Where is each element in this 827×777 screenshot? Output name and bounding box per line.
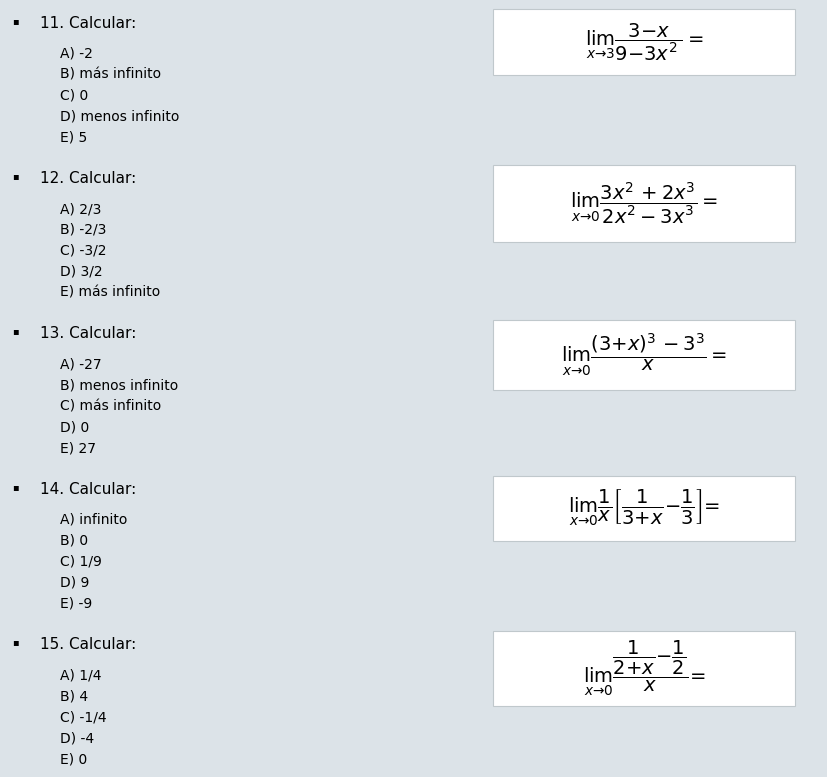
FancyBboxPatch shape xyxy=(492,165,794,242)
Text: A) 2/3: A) 2/3 xyxy=(60,202,101,216)
Text: ▪: ▪ xyxy=(12,482,19,492)
Text: ▪: ▪ xyxy=(12,637,19,647)
Text: C) -3/2: C) -3/2 xyxy=(60,244,106,258)
Text: E) 5: E) 5 xyxy=(60,131,87,145)
FancyBboxPatch shape xyxy=(492,631,794,706)
Text: C) 1/9: C) 1/9 xyxy=(60,555,102,569)
Text: $\lim_{x \to 0} \dfrac{1}{x} \left[\dfrac{1}{3+x} - \dfrac{1}{3}\right] =$: $\lim_{x \to 0} \dfrac{1}{x} \left[\dfra… xyxy=(567,488,719,528)
Text: E) -9: E) -9 xyxy=(60,597,92,611)
Text: 15. Calcular:: 15. Calcular: xyxy=(40,637,136,652)
Text: A) -2: A) -2 xyxy=(60,47,93,61)
Text: ▪: ▪ xyxy=(12,171,19,181)
FancyBboxPatch shape xyxy=(492,476,794,541)
Text: 13. Calcular:: 13. Calcular: xyxy=(40,326,136,341)
Text: B) más infinito: B) más infinito xyxy=(60,68,160,82)
Text: B) -2/3: B) -2/3 xyxy=(60,223,106,237)
Text: ▪: ▪ xyxy=(12,16,19,26)
Text: ▪: ▪ xyxy=(12,326,19,336)
Text: C) más infinito: C) más infinito xyxy=(60,399,160,413)
Text: B) menos infinito: B) menos infinito xyxy=(60,378,178,392)
FancyBboxPatch shape xyxy=(492,9,794,75)
FancyBboxPatch shape xyxy=(492,320,794,390)
Text: D) 9: D) 9 xyxy=(60,576,88,590)
Text: A) 1/4: A) 1/4 xyxy=(60,668,101,682)
Text: E) 0: E) 0 xyxy=(60,752,87,766)
Text: 14. Calcular:: 14. Calcular: xyxy=(40,482,136,497)
Text: D) 3/2: D) 3/2 xyxy=(60,265,102,279)
Text: $\lim_{x \to 0} \dfrac{3x^2 + 2x^3}{2x^2 - 3x^3} =$: $\lim_{x \to 0} \dfrac{3x^2 + 2x^3}{2x^2… xyxy=(569,181,717,226)
Text: 12. Calcular:: 12. Calcular: xyxy=(40,171,136,186)
Text: E) 27: E) 27 xyxy=(60,441,95,455)
Text: 11. Calcular:: 11. Calcular: xyxy=(40,16,136,30)
Text: B) 4: B) 4 xyxy=(60,689,88,703)
Text: D) 0: D) 0 xyxy=(60,420,88,434)
Text: C) 0: C) 0 xyxy=(60,89,88,103)
Text: D) -4: D) -4 xyxy=(60,731,93,745)
Text: A) -27: A) -27 xyxy=(60,357,101,371)
Text: A) infinito: A) infinito xyxy=(60,513,127,527)
Text: B) 0: B) 0 xyxy=(60,534,88,548)
Text: $\lim_{x \to 3} \dfrac{3 - x}{9 - 3x^2} =$: $\lim_{x \to 3} \dfrac{3 - x}{9 - 3x^2} … xyxy=(584,21,702,63)
Text: $\lim_{x \to 0} \dfrac{(3 + x)^3 - 3^3}{x} =$: $\lim_{x \to 0} \dfrac{(3 + x)^3 - 3^3}{… xyxy=(560,332,726,378)
Text: E) más infinito: E) más infinito xyxy=(60,286,160,300)
Text: $\lim_{x \to 0} \dfrac{\dfrac{1}{2+x} - \dfrac{1}{2}}{x} =$: $\lim_{x \to 0} \dfrac{\dfrac{1}{2+x} - … xyxy=(582,639,704,698)
Text: C) -1/4: C) -1/4 xyxy=(60,710,106,724)
Text: D) menos infinito: D) menos infinito xyxy=(60,110,179,124)
